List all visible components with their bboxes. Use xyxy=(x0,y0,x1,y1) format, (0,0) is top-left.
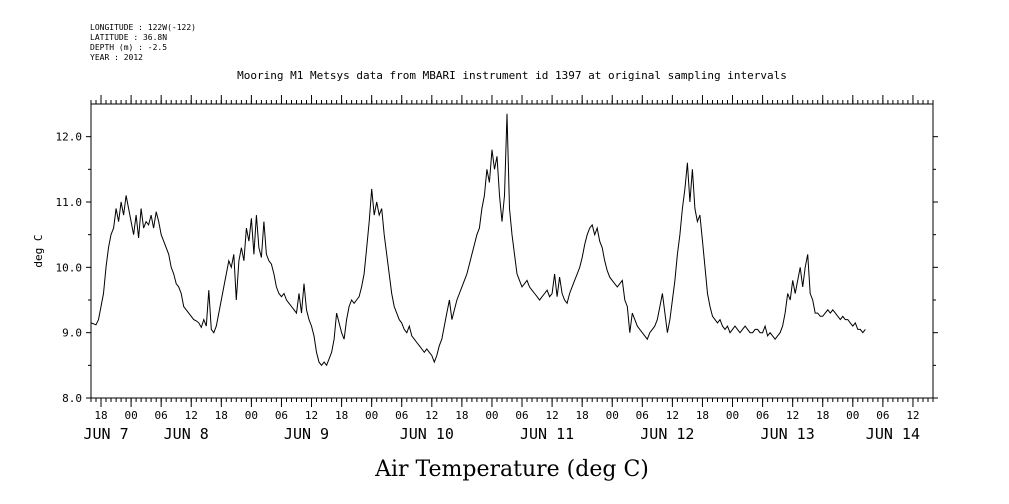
x-tick-label: 00 xyxy=(124,409,137,422)
x-tick-label: 18 xyxy=(696,409,709,422)
x-tick-label: 18 xyxy=(335,409,348,422)
x-tick-label: 00 xyxy=(606,409,619,422)
x-tick-label: 06 xyxy=(636,409,649,422)
x-tick-label: 18 xyxy=(215,409,228,422)
y-tick-label: 11.0 xyxy=(56,196,83,209)
x-tick-label: 06 xyxy=(275,409,288,422)
x-tick-label: 18 xyxy=(816,409,829,422)
y-axis-label: deg C xyxy=(32,234,45,267)
x-tick-label: 06 xyxy=(515,409,528,422)
y-tick-label: 12.0 xyxy=(56,131,83,144)
meta-depth: DEPTH (m) : -2.5 xyxy=(90,43,167,52)
x-tick-label: 06 xyxy=(155,409,168,422)
x-tick-label: 18 xyxy=(94,409,107,422)
y-axis: 8.0 9.0 10.0 11.0 12.0 xyxy=(56,131,938,405)
x-tick-label: 12 xyxy=(305,409,318,422)
meta-year: YEAR : 2012 xyxy=(90,53,143,62)
plot-frame xyxy=(90,103,934,399)
mooring-metadata: LONGITUDE : 122W(-122) LATITUDE : 36.8N … xyxy=(90,23,196,62)
x-tick-label: 00 xyxy=(245,409,258,422)
x-day-label: JUN 11 xyxy=(520,425,574,443)
x-day-label: JUN 8 xyxy=(164,425,209,443)
minor-tick-marks xyxy=(90,100,934,402)
x-axis-label: Air Temperature (deg C) xyxy=(374,457,649,482)
x-tick-label: 00 xyxy=(365,409,378,422)
x-axis: 18 00 06 12 18 00 06 12 18 00 06 12 18 00 06 12 18 00 06 12… xyxy=(94,95,920,422)
x-day-label: JUN 9 xyxy=(284,425,329,443)
x-axis-day-labels: JUN 7 JUN 8 JUN 9 JUN 10 JUN 11 JUN 12 JUN 13 J… xyxy=(83,425,920,443)
x-day-label: JUN 7 xyxy=(83,425,128,443)
y-tick-label: 10.0 xyxy=(56,261,83,274)
y-tick-label: 9.0 xyxy=(62,327,82,340)
chart-title: Mooring M1 Metsys data from MBARI instru… xyxy=(237,69,787,82)
x-tick-label: 12 xyxy=(786,409,799,422)
minor-ticks xyxy=(90,100,934,402)
x-day-label: JUN 10 xyxy=(400,425,454,443)
x-tick-label: 12 xyxy=(906,409,919,422)
x-tick-label: 06 xyxy=(876,409,889,422)
meta-latitude: LATITUDE : 36.8N xyxy=(90,33,167,42)
x-tick-label: 06 xyxy=(756,409,769,422)
x-day-label: JUN 12 xyxy=(640,425,694,443)
series-line-air-temperature xyxy=(90,113,866,367)
x-day-label: JUN 13 xyxy=(761,425,815,443)
x-tick-label: 12 xyxy=(185,409,198,422)
x-tick-label: 12 xyxy=(545,409,558,422)
x-tick-label: 12 xyxy=(666,409,679,422)
x-tick-label: 00 xyxy=(846,409,859,422)
x-tick-label: 06 xyxy=(395,409,408,422)
y-tick-label: 8.0 xyxy=(62,392,82,405)
x-day-label: JUN 14 xyxy=(866,425,920,443)
x-tick-label: 18 xyxy=(576,409,589,422)
x-tick-label: 12 xyxy=(425,409,438,422)
x-tick-label: 00 xyxy=(726,409,739,422)
meta-longitude: LONGITUDE : 122W(-122) xyxy=(90,23,196,32)
x-tick-label: 00 xyxy=(485,409,498,422)
x-tick-label: 18 xyxy=(455,409,468,422)
